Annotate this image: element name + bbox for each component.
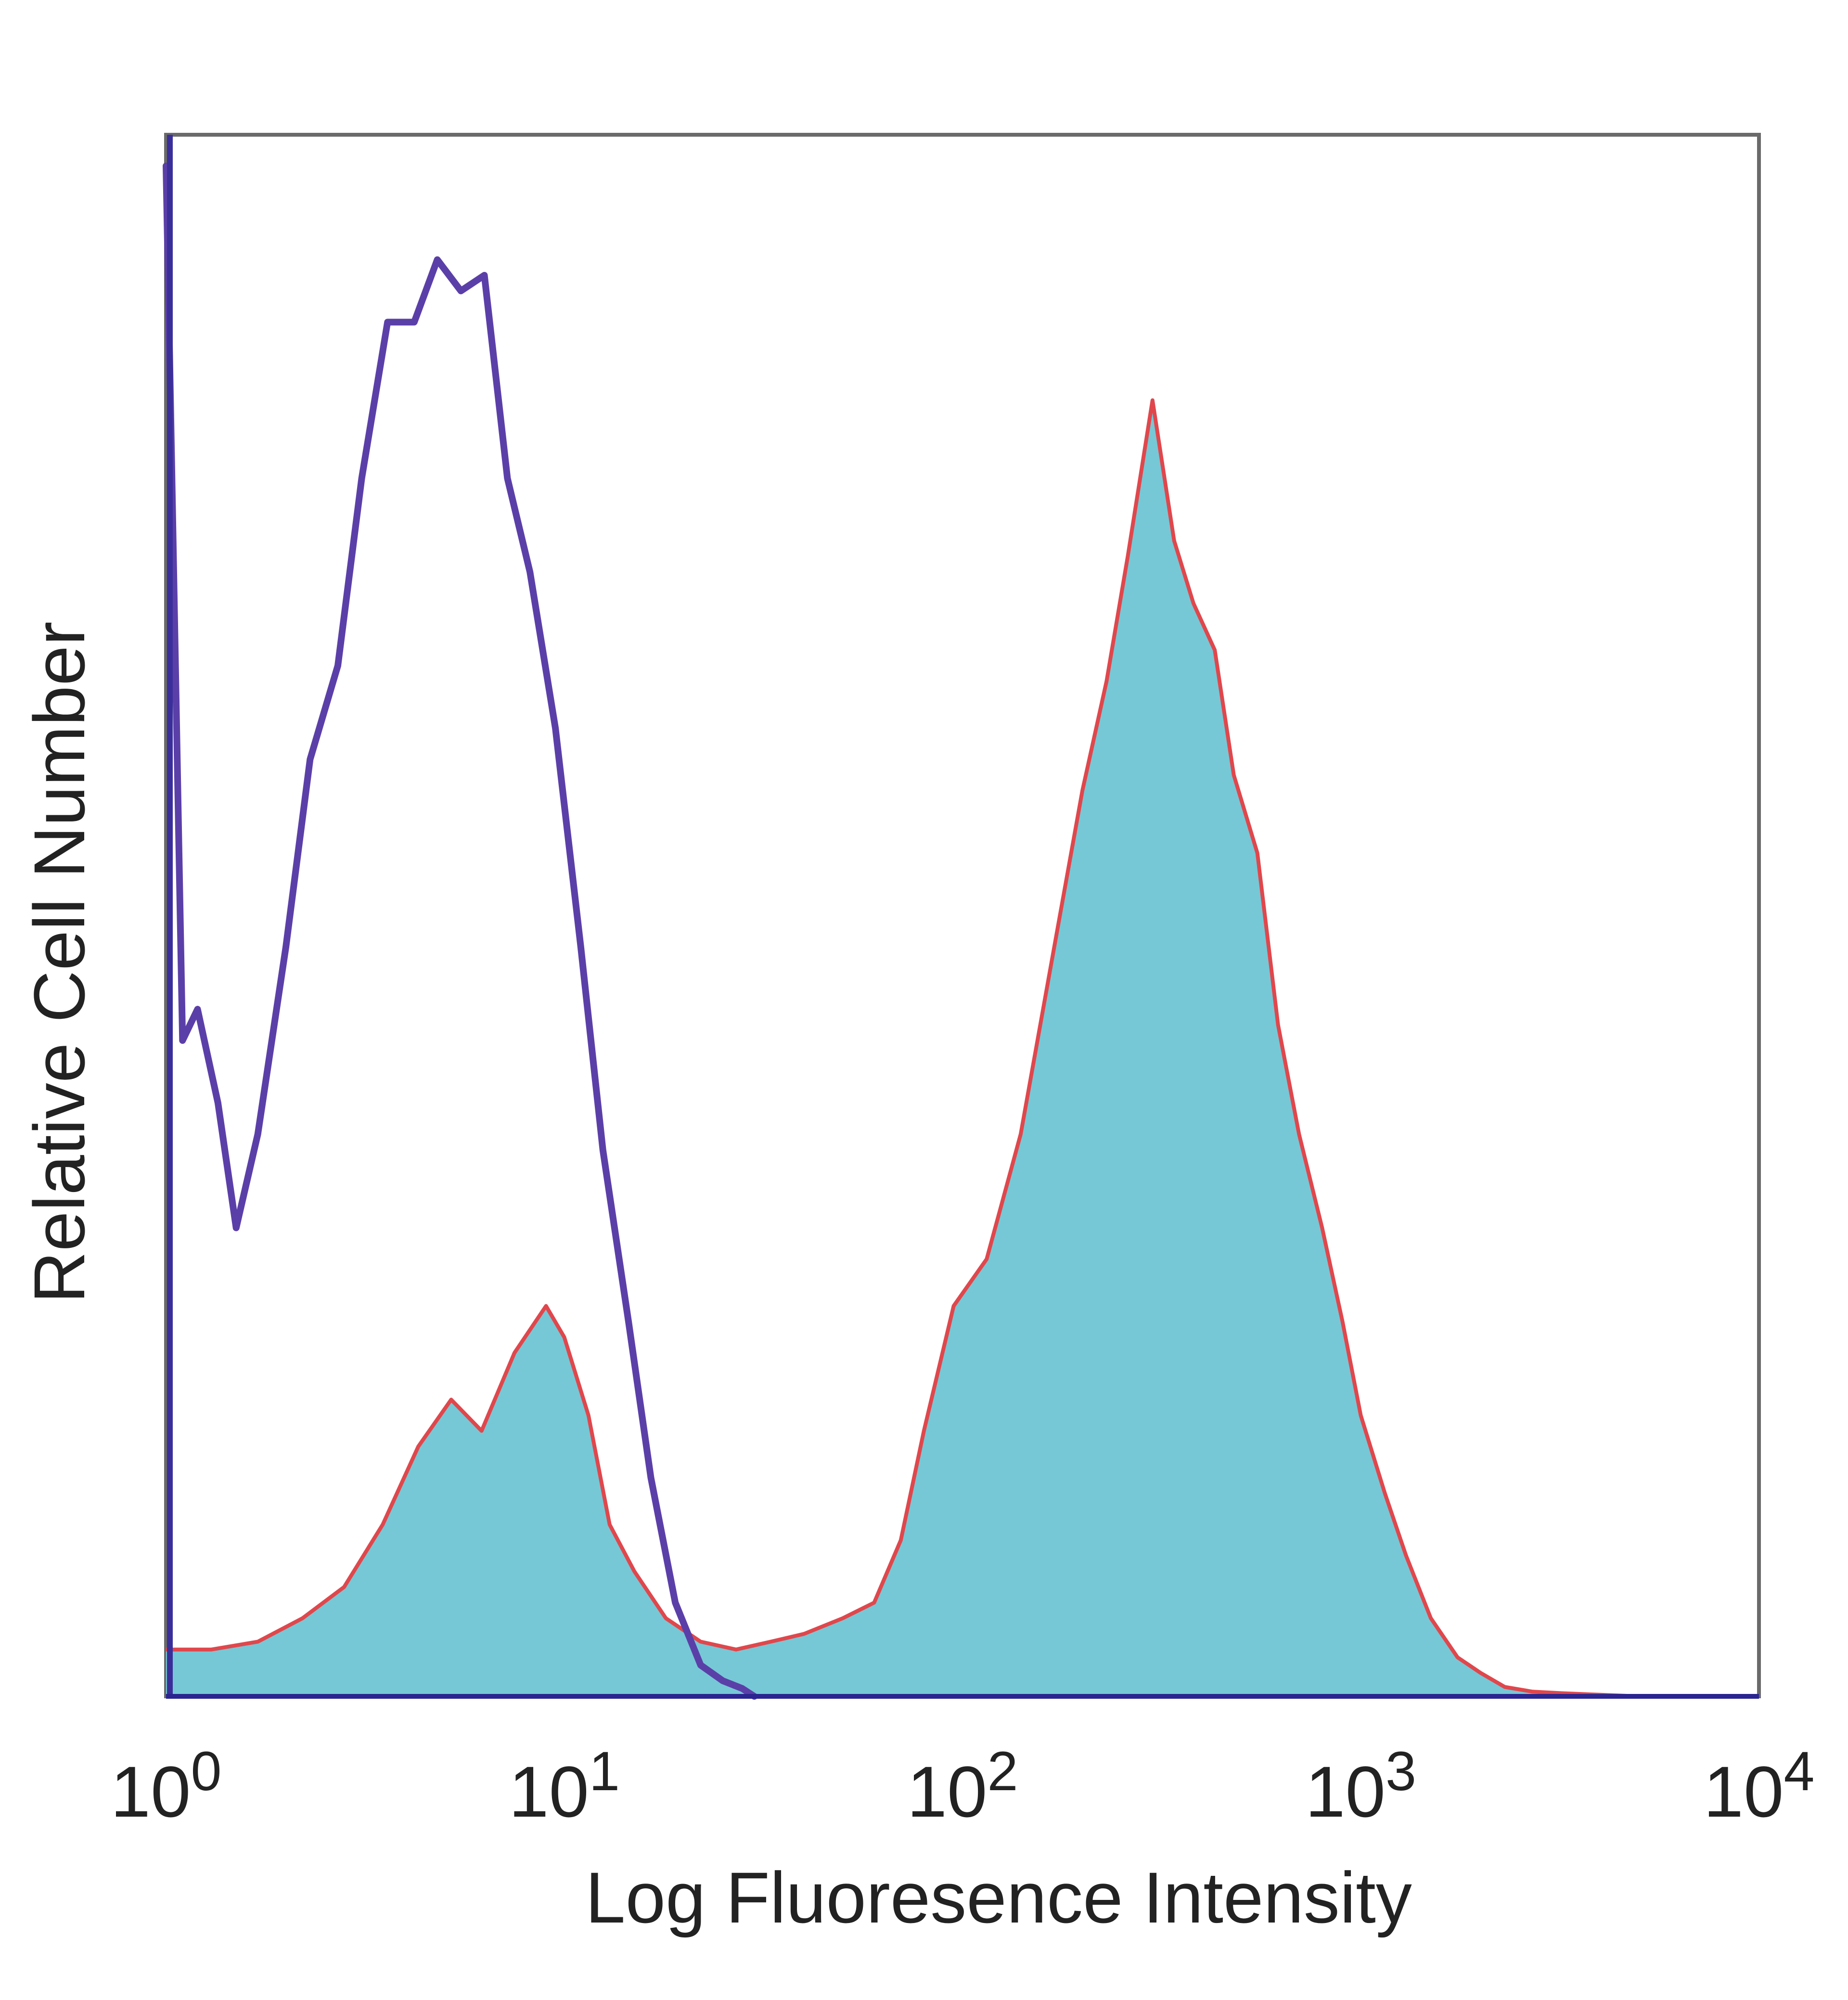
series-stained-filled-area [166, 400, 1639, 1697]
x-tick-labels: 100 101 102 103 104 [111, 1741, 1815, 1832]
x-axis-title: Log Fluoresence Intensity [585, 1857, 1412, 1938]
series-stained-filled-outline [166, 398, 1640, 1698]
x-tick-label: 104 [1704, 1741, 1815, 1832]
series-control-outline-line [163, 162, 758, 1700]
x-tick-label: 103 [1305, 1741, 1416, 1832]
plot-area [163, 133, 1761, 1700]
x-tick-label: 100 [111, 1741, 222, 1832]
y-axis-title: Relative Cell Number [19, 621, 100, 1303]
x-tick-label: 101 [509, 1741, 620, 1832]
x-tick-label: 102 [907, 1741, 1018, 1832]
